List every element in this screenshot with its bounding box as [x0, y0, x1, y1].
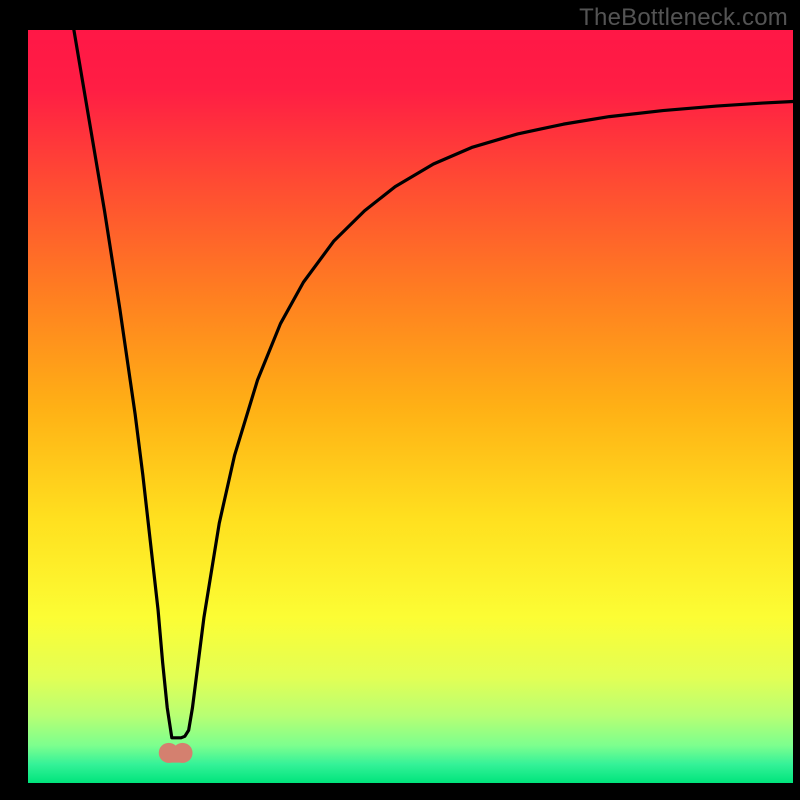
gradient-background: [28, 30, 793, 783]
chart-frame: TheBottleneck.com: [0, 0, 800, 800]
plot-svg: [28, 30, 793, 783]
plot-area: [28, 30, 793, 783]
watermark-text: TheBottleneck.com: [579, 4, 788, 32]
knot-marker-1: [173, 743, 193, 763]
